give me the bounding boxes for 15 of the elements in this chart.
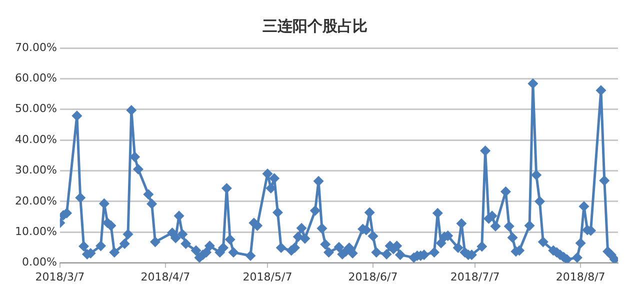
x-tick-label: 2018/5/7 [242,270,292,284]
x-tick-label: 2018/6/7 [348,270,398,284]
y-tick-label: 20.00% [14,194,57,208]
y-tick-label: 10.00% [14,224,57,238]
y-tick-label: 30.00% [14,164,57,177]
x-tick-label: 2018/7/7 [450,270,500,284]
y-tick-label: 50.00% [14,102,57,116]
x-tick-label: 2018/4/7 [140,270,190,284]
y-tick-label: 60.00% [14,72,57,85]
y-tick-label: 40.00% [14,132,57,146]
y-tick-label: 70.00% [14,40,57,54]
x-tick-label: 2018/3/7 [35,270,85,284]
x-tick-label: 2018/8/7 [556,270,606,284]
y-tick-label: 0.00% [22,256,57,269]
chart-title: 三连阳个股占比 [262,16,368,35]
